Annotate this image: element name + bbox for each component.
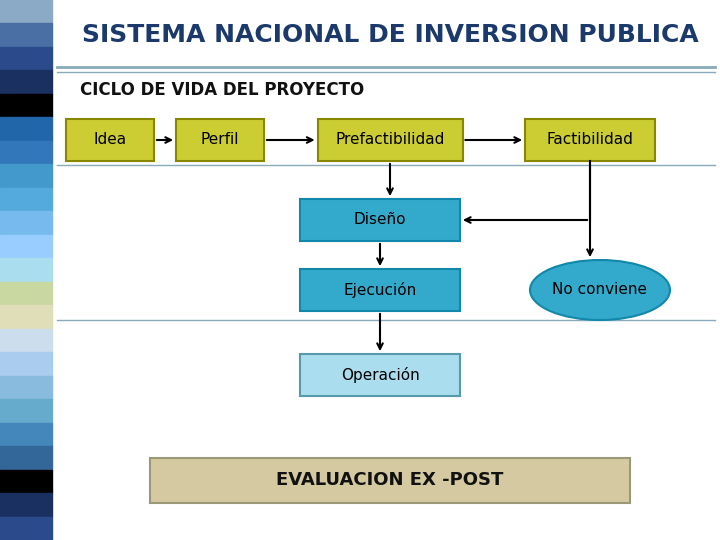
Bar — [0, 0, 52, 23]
Bar — [0, 141, 52, 164]
FancyBboxPatch shape — [300, 199, 460, 241]
Text: SISTEMA NACIONAL DE INVERSION PUBLICA: SISTEMA NACIONAL DE INVERSION PUBLICA — [81, 23, 698, 47]
Bar — [0, 517, 52, 540]
Bar — [0, 211, 52, 235]
Bar — [0, 376, 52, 399]
FancyBboxPatch shape — [150, 457, 630, 503]
Bar — [0, 23, 52, 47]
Text: Diseño: Diseño — [354, 213, 406, 227]
Bar — [0, 94, 52, 117]
Bar — [0, 423, 52, 446]
FancyBboxPatch shape — [300, 354, 460, 396]
Bar — [0, 399, 52, 423]
Bar — [0, 282, 52, 305]
Bar — [0, 446, 52, 470]
Ellipse shape — [530, 260, 670, 320]
Bar — [0, 70, 52, 94]
Text: EVALUACION EX -POST: EVALUACION EX -POST — [276, 471, 504, 489]
Bar — [0, 117, 52, 141]
Bar — [0, 258, 52, 282]
Bar — [0, 188, 52, 211]
Bar — [0, 329, 52, 352]
FancyBboxPatch shape — [318, 119, 462, 161]
Text: CICLO DE VIDA DEL PROYECTO: CICLO DE VIDA DEL PROYECTO — [80, 81, 364, 99]
Text: Operación: Operación — [341, 367, 419, 383]
Text: Ejecución: Ejecución — [343, 282, 417, 298]
Text: Prefactibilidad: Prefactibilidad — [336, 132, 445, 147]
Bar — [0, 305, 52, 329]
FancyBboxPatch shape — [300, 269, 460, 311]
Bar — [0, 164, 52, 188]
Bar — [0, 470, 52, 493]
Text: Idea: Idea — [94, 132, 127, 147]
Text: Perfil: Perfil — [201, 132, 239, 147]
FancyBboxPatch shape — [176, 119, 264, 161]
Text: No conviene: No conviene — [552, 282, 647, 298]
Bar — [0, 352, 52, 376]
Text: Factibilidad: Factibilidad — [546, 132, 634, 147]
FancyBboxPatch shape — [525, 119, 655, 161]
FancyBboxPatch shape — [66, 119, 154, 161]
Bar — [0, 47, 52, 70]
Bar — [0, 235, 52, 258]
Bar — [0, 493, 52, 517]
